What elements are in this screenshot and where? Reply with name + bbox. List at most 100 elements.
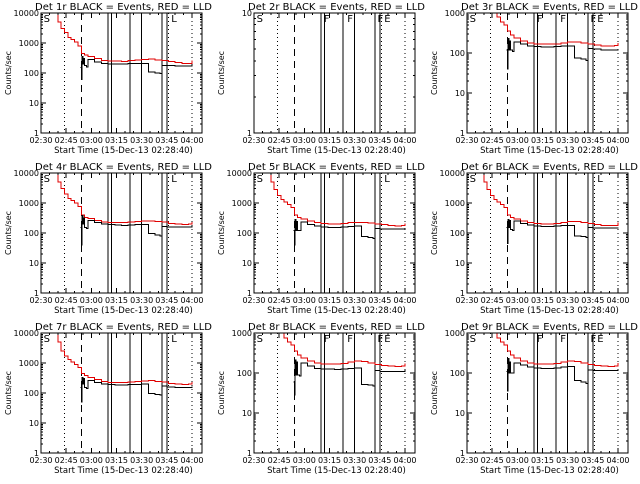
y-tick-label: 10 bbox=[242, 9, 252, 18]
x-axis-label: Start Time (15-Dec-13 02:28:40) bbox=[54, 466, 193, 476]
x-axis-label: Start Time (15-Dec-13 02:28:40) bbox=[267, 306, 406, 316]
detector-panel-5: Det 5r BLACK = Events, RED = LLD S L 1 10 100… bbox=[213, 160, 426, 320]
lld-series-line bbox=[480, 173, 619, 227]
y-tick-label: 1 bbox=[247, 129, 252, 138]
plot-area bbox=[54, 13, 193, 133]
marker-letter-s: S bbox=[257, 174, 263, 185]
chart-title: Det 4r BLACK = Events, RED = LLD bbox=[35, 162, 212, 173]
x-tick-label: 04:00 bbox=[393, 296, 416, 305]
x-tick-label: 02:30 bbox=[242, 136, 265, 145]
marker-letter-s: S bbox=[44, 14, 50, 25]
x-tick-label: 03:00 bbox=[293, 136, 316, 145]
x-tick-label: 03:45 bbox=[581, 296, 604, 305]
x-tick-label: 03:45 bbox=[581, 456, 604, 465]
y-tick-label: 1 bbox=[247, 449, 252, 458]
marker-letter-f: F bbox=[377, 14, 383, 25]
chart-title: Det 8r BLACK = Events, RED = LLD bbox=[248, 322, 425, 333]
x-tick-label: 03:00 bbox=[80, 296, 103, 305]
y-tick-label: 1 bbox=[460, 289, 465, 298]
marker-letter-l: L bbox=[171, 334, 177, 345]
marker-letter-f: F bbox=[324, 334, 330, 345]
marker-letter-f: F bbox=[560, 14, 566, 25]
marker-letter-f: F bbox=[537, 334, 543, 345]
plot-area bbox=[267, 173, 406, 293]
detector-panel-6: Det 6r BLACK = Events, RED = LLD S L 1 10 100… bbox=[426, 160, 639, 320]
y-tick-label: 10 bbox=[29, 99, 39, 108]
x-tick-label: 02:45 bbox=[481, 296, 504, 305]
x-tick-label: 03:45 bbox=[368, 136, 391, 145]
x-tick-label: 02:30 bbox=[455, 136, 478, 145]
x-tick-label: 03:00 bbox=[293, 456, 316, 465]
x-tick-label: 03:30 bbox=[343, 456, 366, 465]
axes-frame bbox=[466, 332, 629, 454]
y-tick-label: 10 bbox=[455, 89, 465, 98]
events-series-line bbox=[80, 56, 193, 81]
plot-area bbox=[489, 333, 619, 453]
x-tick-label: 04:00 bbox=[606, 296, 629, 305]
x-tick-label: 03:45 bbox=[581, 136, 604, 145]
x-tick-label: 03:30 bbox=[130, 456, 153, 465]
x-tick-label: 03:30 bbox=[343, 136, 366, 145]
chart-title: Det 3r BLACK = Events, RED = LLD bbox=[461, 2, 638, 13]
marker-letter-l: L bbox=[171, 14, 177, 25]
y-tick-label: 1000 bbox=[19, 359, 39, 368]
chart-title: Det 6r BLACK = Events, RED = LLD bbox=[461, 162, 638, 173]
y-tick-label: 1000 bbox=[19, 39, 39, 48]
events-series-line bbox=[80, 376, 193, 403]
x-tick-label: 02:45 bbox=[481, 136, 504, 145]
x-tick-label: 02:30 bbox=[455, 296, 478, 305]
y-tick-label: 1 bbox=[34, 289, 39, 298]
axes-frame bbox=[40, 12, 203, 134]
x-tick-label: 03:00 bbox=[506, 296, 529, 305]
y-tick-label: 100 bbox=[24, 69, 39, 78]
marker-letter-s: S bbox=[470, 14, 476, 25]
y-axis-label: Counts/sec bbox=[217, 371, 226, 415]
axes-frame bbox=[253, 12, 416, 134]
marker-letter-s: S bbox=[470, 174, 476, 185]
x-tick-label: 04:00 bbox=[606, 136, 629, 145]
chart-title: Det 9r BLACK = Events, RED = LLD bbox=[461, 322, 638, 333]
lld-series-line bbox=[493, 333, 619, 367]
marker-letter-e: E bbox=[597, 334, 603, 345]
x-tick-label: 04:00 bbox=[180, 456, 203, 465]
marker-letter-f: F bbox=[347, 334, 353, 345]
marker-letter-e: E bbox=[384, 14, 390, 25]
y-tick-label: 100 bbox=[450, 229, 465, 238]
y-axis-label: Counts/sec bbox=[217, 211, 226, 255]
x-tick-label: 02:45 bbox=[268, 136, 291, 145]
marker-letter-f: F bbox=[324, 14, 330, 25]
detector-panel-3: Det 3r BLACK = Events, RED = LLD S F F F E 1 10… bbox=[426, 0, 639, 160]
y-tick-label: 10000 bbox=[227, 169, 252, 178]
marker-letter-e: E bbox=[384, 334, 390, 345]
x-tick-label: 03:00 bbox=[506, 136, 529, 145]
x-tick-label: 02:45 bbox=[55, 296, 78, 305]
x-tick-label: 03:45 bbox=[155, 456, 178, 465]
x-tick-label: 03:30 bbox=[130, 296, 153, 305]
y-tick-label: 1000 bbox=[19, 199, 39, 208]
lld-series-line bbox=[54, 13, 193, 64]
x-tick-label: 03:30 bbox=[556, 296, 579, 305]
axes-frame bbox=[466, 172, 629, 294]
x-tick-label: 03:30 bbox=[556, 456, 579, 465]
y-axis-label: Counts/sec bbox=[4, 51, 13, 95]
y-tick-label: 10 bbox=[29, 419, 39, 428]
y-tick-label: 10 bbox=[242, 259, 252, 268]
y-axis-label: Counts/sec bbox=[430, 211, 439, 255]
plot-area bbox=[54, 173, 193, 293]
lld-series-line bbox=[54, 173, 193, 225]
y-tick-label: 100 bbox=[237, 369, 252, 378]
y-axis-label: Counts/sec bbox=[217, 51, 226, 95]
axes-frame bbox=[40, 172, 203, 294]
events-series-line bbox=[506, 219, 619, 244]
x-tick-label: 02:30 bbox=[29, 136, 52, 145]
lld-series-line bbox=[280, 333, 406, 367]
y-axis-label: Counts/sec bbox=[4, 211, 13, 255]
x-tick-label: 02:30 bbox=[29, 456, 52, 465]
